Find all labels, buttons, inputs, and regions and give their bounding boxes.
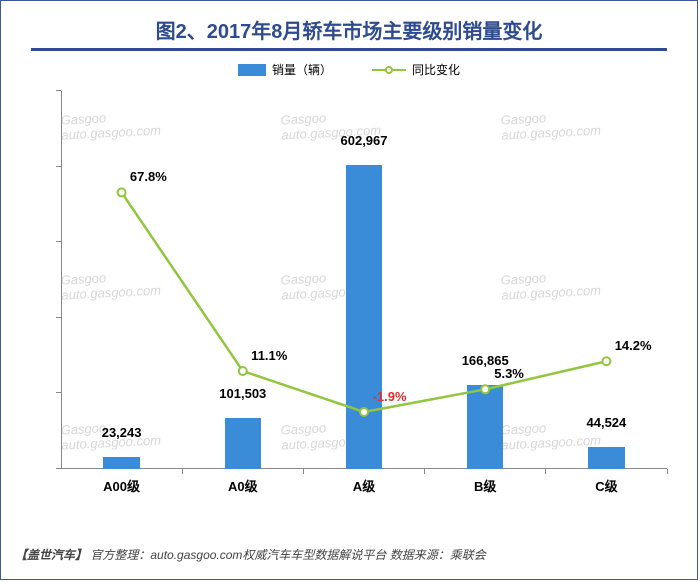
legend-bar-label: 销量（辆） [272,61,332,78]
x-category: A0级 [228,476,258,495]
legend-bar-swatch [238,64,266,76]
chart-frame: 图2、2017年8月轿车市场主要级别销量变化 销量（辆） 同比变化 Gasgoo… [0,0,698,580]
x-category: A级 [353,476,375,495]
footer-rest: 官方整理：auto.gasgoo.com权威汽车车型数据解说平台 数据来源：乘联… [90,548,485,562]
chart-title: 图2、2017年8月轿车市场主要级别销量变化 [1,1,697,48]
line-label: 11.1% [251,348,287,363]
line-label: 67.8% [130,169,167,184]
title-underline [31,48,667,51]
legend: 销量（辆） 同比变化 [1,59,697,84]
plot-area: A00级23,243A0级101,503A级602,967B级166,865C级… [61,91,667,469]
legend-line: 同比变化 [372,61,460,78]
line-label: -1.9% [373,389,407,404]
line-label: 5.3% [494,366,524,381]
footer-text: 【盖世汽车】 官方整理：auto.gasgoo.com权威汽车车型数据解说平台 … [15,546,486,563]
x-category: A00级 [103,476,140,495]
x-category: C级 [595,476,617,495]
line-layer [61,91,667,469]
footer-brand: 【盖世汽车】 [15,548,87,562]
legend-line-label: 同比变化 [412,61,460,78]
legend-line-swatch [372,63,406,77]
line-label: 14.2% [615,338,652,353]
legend-bar: 销量（辆） [238,61,332,78]
x-category: B级 [474,476,496,495]
